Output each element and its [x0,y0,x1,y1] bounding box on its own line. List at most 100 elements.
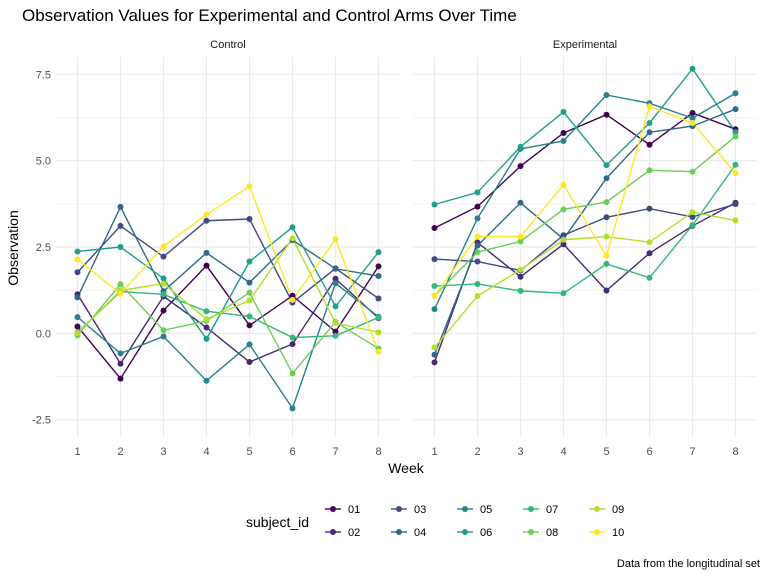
data-point-04 [517,199,524,206]
series-line-06 [434,67,737,206]
data-point-07 [560,290,567,297]
x-tick-label: 1 [74,446,80,458]
x-tick-label: 7 [332,446,338,458]
series-line-09 [77,236,379,334]
data-point-01 [160,307,167,314]
data-point-05 [246,341,253,348]
data-point-04 [246,279,253,286]
data-point-01 [289,292,296,299]
x-tick-label: 8 [375,446,381,458]
data-point-10 [732,170,739,177]
chart-caption: Data from the longitudinal set [617,558,760,570]
data-point-09 [160,280,167,287]
data-point-10 [332,236,339,243]
data-point-07 [732,161,739,168]
data-point-10 [203,211,210,218]
data-point-01 [74,323,81,330]
data-point-05 [431,306,438,313]
data-point-01 [689,109,696,116]
data-point-03 [689,213,696,220]
series-line-02 [433,202,736,363]
data-point-06 [117,244,124,250]
data-point-08 [689,168,696,175]
data-point-04 [431,351,438,358]
data-point-02 [332,275,339,282]
data-point-09 [74,330,81,337]
data-point-04 [332,265,339,272]
legend-label: 05 [480,504,492,516]
facet-label: Control [210,39,245,51]
data-point-02 [246,359,253,366]
data-point-03 [431,256,438,263]
data-point-09 [603,233,610,240]
data-point-04 [117,203,124,210]
data-point-07 [646,274,653,281]
facet-label: Experimental [553,39,617,51]
data-point-05 [117,350,124,357]
legend: subject_id 01 03 05 07 09 02 04 06 08 10 [246,504,624,539]
data-point-05 [603,92,610,98]
series-line-04 [433,108,736,356]
x-tick-label: 5 [603,446,609,458]
data-point-01 [517,163,524,170]
data-point-03 [160,253,167,260]
data-point-06 [732,128,739,135]
data-point-03 [117,222,124,229]
data-point-05 [332,280,339,287]
data-point-05 [689,115,696,122]
data-point-02 [117,360,124,367]
data-point-09 [474,293,481,300]
legend-label: 06 [480,527,492,539]
data-point-06 [474,189,481,196]
data-point-03 [203,217,210,224]
data-point-07 [203,308,210,315]
legend-key-point [330,506,336,512]
legend-label: 01 [348,504,360,516]
data-point-09 [375,329,382,336]
x-tick-label: 5 [246,446,252,458]
data-point-05 [732,90,739,97]
data-point-06 [689,65,696,72]
data-point-08 [117,281,124,288]
y-tick-label: 2.5 [36,242,51,254]
data-point-10 [603,252,610,259]
data-point-03 [246,216,253,223]
data-point-04 [732,106,739,113]
panel-control: Control -2.5 0.0 2.5 5.0 7.5 1 2 3 4 5 6 7 8 [32,39,400,458]
data-point-10 [246,183,253,190]
legend-label: 02 [348,527,360,539]
legend-key-point [330,529,336,535]
data-point-02 [203,324,210,331]
data-point-01 [646,141,653,148]
data-point-06 [246,258,253,265]
series-line-05 [77,282,379,410]
data-point-01 [560,130,567,136]
data-point-06 [375,249,382,256]
data-point-05 [560,137,567,144]
data-point-04 [603,175,610,182]
data-point-07 [431,283,438,290]
x-tick-label: 6 [289,446,295,458]
data-point-06 [332,303,339,310]
series-line-08 [434,135,736,297]
x-tick-label: 4 [203,446,209,458]
data-point-02 [517,273,524,280]
data-point-08 [289,370,296,377]
data-point-10 [646,103,653,110]
series-line-10 [433,105,737,297]
x-tick-label: 2 [117,446,123,458]
data-point-03 [603,214,610,221]
series-line-06 [77,226,380,341]
data-point-01 [474,203,481,210]
y-tick-label: 0.0 [36,328,51,340]
data-point-04 [375,273,382,280]
data-point-02 [289,341,296,348]
x-tick-label: 7 [689,446,695,458]
y-tick-label: -2.5 [32,415,51,427]
data-point-01 [375,263,382,270]
legend-key-point [594,529,600,535]
data-point-06 [74,248,81,255]
series-line-02 [76,277,379,366]
x-tick-label: 3 [517,446,523,458]
data-point-06 [646,119,653,126]
